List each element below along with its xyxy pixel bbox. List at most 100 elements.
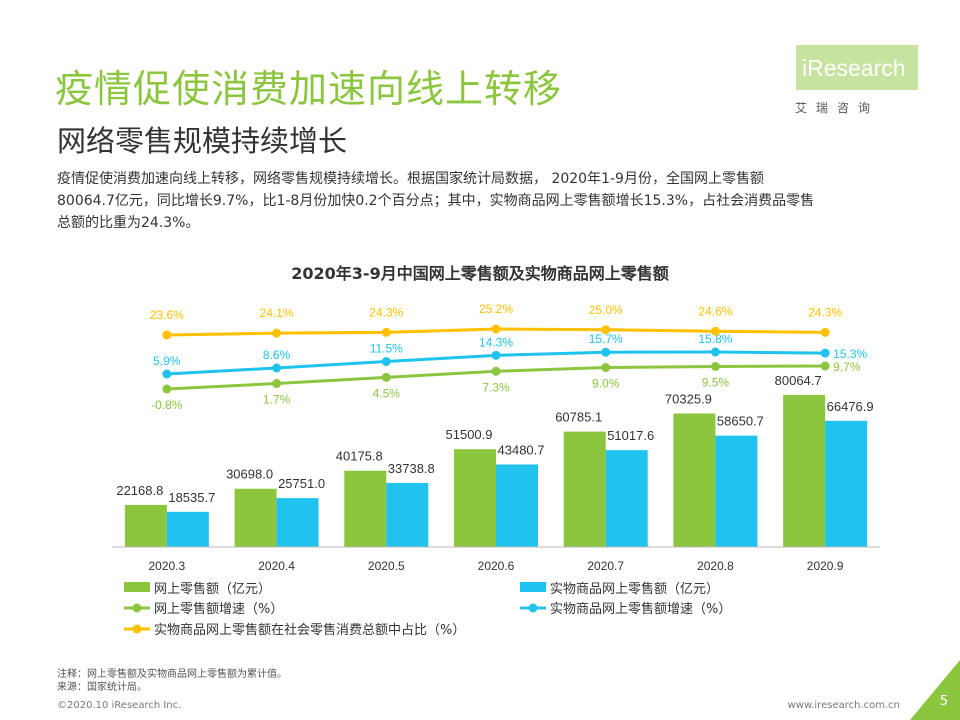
bar-data-label: 66476.9 bbox=[827, 399, 874, 414]
bar-data-label: 58650.7 bbox=[717, 414, 764, 429]
bar-data-label: 60785.1 bbox=[555, 410, 602, 425]
bar-data-label: 51017.6 bbox=[607, 428, 654, 443]
line-data-label: 14.3% bbox=[479, 335, 513, 349]
legend-label: 网上零售额增速（%） bbox=[154, 601, 283, 617]
chart-title: 2020年3-9月中国网上零售额及实物商品网上零售额 bbox=[291, 264, 669, 283]
bar-data-label: 18535.7 bbox=[168, 490, 215, 505]
copyright: ©2020.10 iResearch Inc. bbox=[57, 700, 182, 711]
iresearch-logo: iResearch 艾瑞咨询 bbox=[790, 45, 918, 140]
line-data-label: 11.5% bbox=[370, 342, 403, 356]
x-tick-label: 2020.5 bbox=[368, 559, 405, 573]
x-tick-label: 2020.7 bbox=[587, 559, 624, 573]
line-data-label: 8.6% bbox=[263, 348, 291, 362]
bar-physical-goods bbox=[715, 435, 758, 547]
series-point bbox=[491, 350, 501, 360]
line-data-label: 15.3% bbox=[833, 347, 867, 361]
legend-swatch bbox=[520, 582, 546, 592]
chart-source: 来源：国家统计局。 bbox=[57, 682, 147, 693]
chart-note: 注释：网上零售额及实物商品网上零售额为累计值。 bbox=[57, 669, 287, 680]
bar-online-retail bbox=[563, 431, 606, 547]
series-point bbox=[272, 379, 282, 389]
line-data-label: 9.0% bbox=[592, 377, 620, 391]
series-point bbox=[710, 347, 720, 357]
line-data-label: 24.6% bbox=[698, 304, 732, 318]
logo-box: iResearch bbox=[796, 45, 918, 90]
bar-data-label: 22168.8 bbox=[116, 483, 163, 498]
series-point bbox=[162, 330, 172, 340]
line-data-label: 24.1% bbox=[260, 306, 294, 320]
legend-marker bbox=[132, 624, 142, 634]
corner-decoration bbox=[910, 660, 960, 720]
line-data-label: 25.0% bbox=[589, 303, 623, 317]
bar-online-retail bbox=[454, 449, 496, 547]
series-point bbox=[381, 357, 391, 367]
bar-physical-goods bbox=[166, 511, 209, 547]
combo-chart: 22168.8 30698.0 40175.8 51500.9 60785.1 70325… bbox=[112, 302, 880, 638]
series-point bbox=[820, 327, 830, 337]
line-data-label: 24.3% bbox=[369, 305, 403, 319]
series-point bbox=[710, 326, 720, 336]
intro-line-2: 80064.7亿元，同比增长9.7%，比1-8月份加快0.2个百分点；其中，实物… bbox=[57, 193, 815, 209]
series-point bbox=[272, 363, 282, 373]
x-tick-label: 2020.8 bbox=[697, 559, 734, 573]
bar-online-retail bbox=[124, 504, 167, 547]
x-tick-label: 2020.6 bbox=[478, 559, 515, 573]
line-data-label: 4.5% bbox=[373, 386, 401, 400]
bar-physical-goods bbox=[496, 464, 538, 547]
series-point bbox=[601, 347, 611, 357]
series-point bbox=[162, 369, 172, 379]
logo-cn: 艾瑞咨询 bbox=[795, 101, 880, 115]
page-subtitle: 网络零售规模持续增长 bbox=[57, 124, 348, 158]
legend-label: 实物商品网上零售额增速（%） bbox=[550, 601, 731, 617]
line-data-label: 24.3% bbox=[808, 305, 842, 319]
bar-physical-goods bbox=[276, 498, 319, 547]
intro-line-1: 疫情促使消费加速向线上转移，网络零售规模持续增长。根据国家统计局数据， 2020… bbox=[57, 171, 764, 187]
legend-label: 实物商品网上零售额（亿元） bbox=[550, 581, 719, 597]
x-tick-label: 2020.3 bbox=[149, 559, 186, 573]
page-number: 5 bbox=[939, 694, 948, 709]
line-data-label: 23.6% bbox=[150, 308, 184, 322]
line-data-label: 5.9% bbox=[153, 354, 181, 368]
series-point bbox=[491, 324, 501, 334]
series-point bbox=[710, 361, 720, 371]
line-data-label: 7.3% bbox=[482, 380, 510, 394]
series-point bbox=[381, 327, 391, 337]
line-data-label: 9.5% bbox=[702, 375, 730, 389]
bar-online-retail bbox=[783, 395, 826, 547]
series-point bbox=[601, 363, 611, 373]
bar-data-label: 25751.0 bbox=[278, 476, 325, 491]
bar-data-label: 43480.7 bbox=[498, 442, 545, 457]
bar-data-label: 70325.9 bbox=[665, 391, 712, 406]
line-data-label: -0.8% bbox=[151, 398, 183, 412]
x-tick-label: 2020.4 bbox=[258, 559, 295, 573]
legend-marker bbox=[132, 603, 142, 613]
series-point bbox=[162, 384, 172, 394]
bar-data-label: 40175.8 bbox=[336, 449, 383, 464]
line-data-label: 15.7% bbox=[589, 332, 623, 346]
line-data-label: 15.8% bbox=[698, 332, 732, 346]
bar-online-retail bbox=[673, 413, 716, 547]
bar-data-label: 51500.9 bbox=[446, 427, 493, 442]
legend-marker bbox=[528, 603, 538, 613]
series-point bbox=[272, 328, 282, 338]
bar-online-retail bbox=[234, 488, 277, 547]
line-data-label: 9.7% bbox=[833, 360, 861, 374]
bar-physical-goods bbox=[825, 420, 868, 547]
line-data-label: 25.2% bbox=[479, 302, 513, 316]
bar-online-retail bbox=[344, 470, 387, 547]
legend-swatch bbox=[124, 582, 150, 592]
bar-physical-goods bbox=[605, 450, 648, 547]
x-tick-label: 2020.9 bbox=[807, 559, 844, 573]
bar-data-label: 33738.8 bbox=[388, 461, 435, 476]
series-point bbox=[820, 361, 830, 371]
logo-brand: iResearch bbox=[802, 55, 906, 81]
legend-label: 网上零售额（亿元） bbox=[154, 581, 271, 597]
series-point bbox=[820, 348, 830, 358]
website-link[interactable]: www.iresearch.com.cn bbox=[787, 700, 900, 711]
bar-data-label: 80064.7 bbox=[775, 373, 822, 388]
series-point bbox=[491, 366, 501, 376]
page-title: 疫情促使消费加速向线上转移 bbox=[55, 67, 563, 111]
series-point bbox=[381, 372, 391, 382]
intro-paragraph: 疫情促使消费加速向线上转移，网络零售规模持续增长。根据国家统计局数据， 2020… bbox=[57, 168, 907, 234]
legend-label: 实物商品网上零售额在社会零售消费总额中占比（%） bbox=[154, 622, 465, 638]
